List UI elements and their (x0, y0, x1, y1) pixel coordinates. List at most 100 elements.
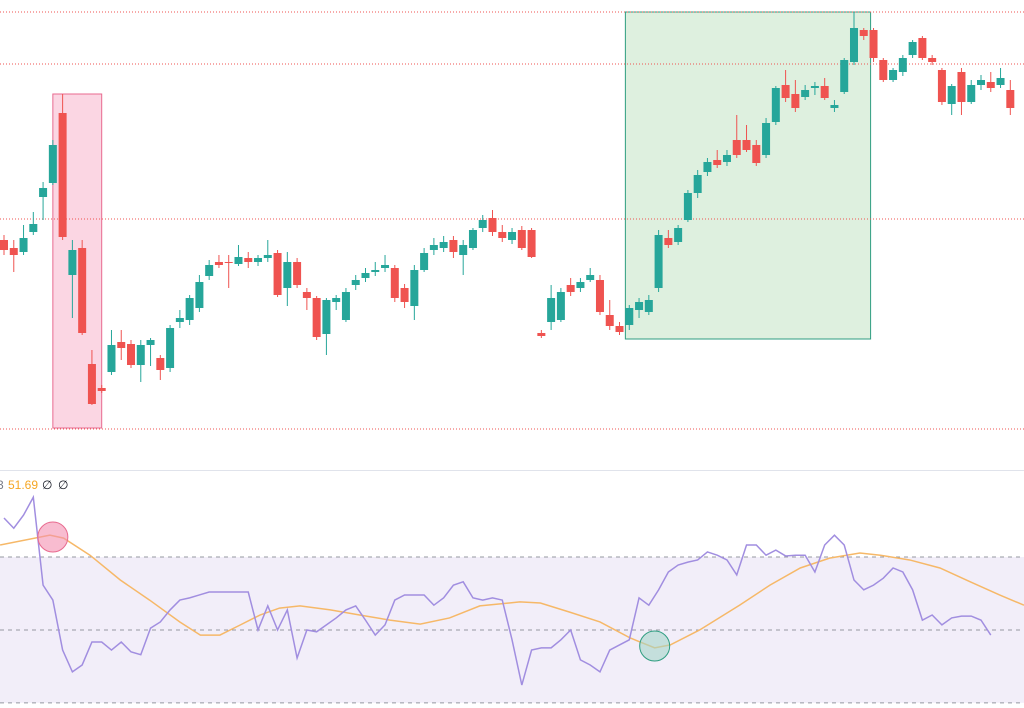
candle-body (400, 288, 409, 302)
candle-body (566, 285, 575, 292)
candle-body (879, 60, 888, 80)
candle-body (263, 255, 272, 258)
candle-body (410, 270, 419, 306)
candle-body (244, 258, 253, 262)
candle-body (351, 280, 360, 285)
candle-body (273, 253, 282, 295)
candle-body (537, 333, 546, 336)
candle-body (332, 298, 341, 302)
candle-body (136, 345, 145, 365)
candle-body (468, 230, 477, 248)
candle-body (312, 298, 321, 337)
candle-body (293, 262, 302, 285)
candle-body (742, 140, 751, 150)
candle-body (957, 72, 966, 102)
candle-body (849, 28, 858, 62)
candle-body (166, 328, 175, 368)
candle-body (762, 123, 771, 155)
candle-body (439, 242, 448, 248)
candle-body (19, 238, 28, 252)
candle-body (381, 265, 390, 268)
candle-body (576, 282, 585, 288)
candle-body (175, 318, 184, 322)
candle-body (625, 308, 634, 325)
candle-body (693, 175, 702, 193)
candle-body (791, 94, 800, 108)
candle-body (810, 86, 819, 88)
candle-body (478, 220, 487, 228)
candle-body (947, 86, 956, 104)
candle-body (214, 262, 223, 265)
candle-body (224, 262, 233, 263)
candle-body (322, 300, 331, 334)
candle-body (87, 364, 96, 404)
candle-body (801, 90, 810, 97)
candle-body (185, 298, 194, 320)
candle-body (254, 258, 263, 262)
candle-body (459, 245, 468, 255)
candle-body (429, 245, 438, 250)
candle-body (107, 345, 116, 372)
candle-body (908, 42, 917, 55)
indicator-line (0, 534, 1024, 649)
candle-body (859, 30, 868, 36)
candle-body (205, 265, 214, 276)
candle-body (898, 58, 907, 72)
indicator-line (3, 494, 992, 686)
candle-body (732, 140, 741, 155)
candle-body (674, 228, 683, 242)
candle-body (283, 262, 292, 288)
candle-body (977, 80, 985, 85)
candle-body (547, 298, 556, 322)
candle-body (683, 193, 692, 220)
candle-body (390, 268, 399, 298)
candle-body (361, 273, 370, 278)
candle-body (9, 248, 18, 255)
candle-body (664, 238, 673, 245)
candle-body (752, 145, 761, 163)
candle-body (644, 300, 653, 312)
candle-body (830, 105, 839, 108)
candle-body (615, 326, 624, 332)
candle-body (771, 88, 780, 122)
candle-body (302, 292, 311, 298)
candle-body (508, 232, 517, 240)
candle-body (869, 30, 878, 58)
candle-body (889, 70, 898, 80)
signal-marker (639, 630, 671, 662)
candle-body (498, 232, 507, 238)
candle-body (840, 60, 849, 92)
candle-body (605, 315, 614, 326)
candle-body (556, 292, 565, 320)
candle-body (29, 224, 38, 232)
signal-marker (37, 521, 69, 553)
legend-text: ∅ (42, 478, 52, 492)
candle-body (703, 162, 712, 172)
candle-body (156, 358, 165, 370)
candle-body (420, 253, 429, 270)
candle-body (781, 85, 790, 98)
candle-body (937, 70, 946, 102)
candle-body (39, 188, 48, 197)
candle-body (234, 257, 243, 264)
candle-body (996, 78, 1005, 85)
candle-body (58, 113, 67, 237)
legend-text: ∅ (58, 478, 68, 492)
candle-body (527, 230, 536, 257)
candle-body (928, 58, 937, 62)
candle-body (371, 270, 380, 272)
candle-body (449, 240, 458, 252)
candle-body (68, 250, 77, 275)
candle-body (97, 388, 106, 391)
candle-body (713, 160, 722, 165)
candle-body (918, 38, 927, 58)
zone (624, 11, 872, 340)
candle-body (986, 82, 995, 88)
candle-body (78, 248, 87, 333)
candle-body (195, 282, 204, 308)
candle-body (48, 145, 57, 183)
candle-body (635, 302, 644, 310)
candle-body (341, 292, 350, 320)
